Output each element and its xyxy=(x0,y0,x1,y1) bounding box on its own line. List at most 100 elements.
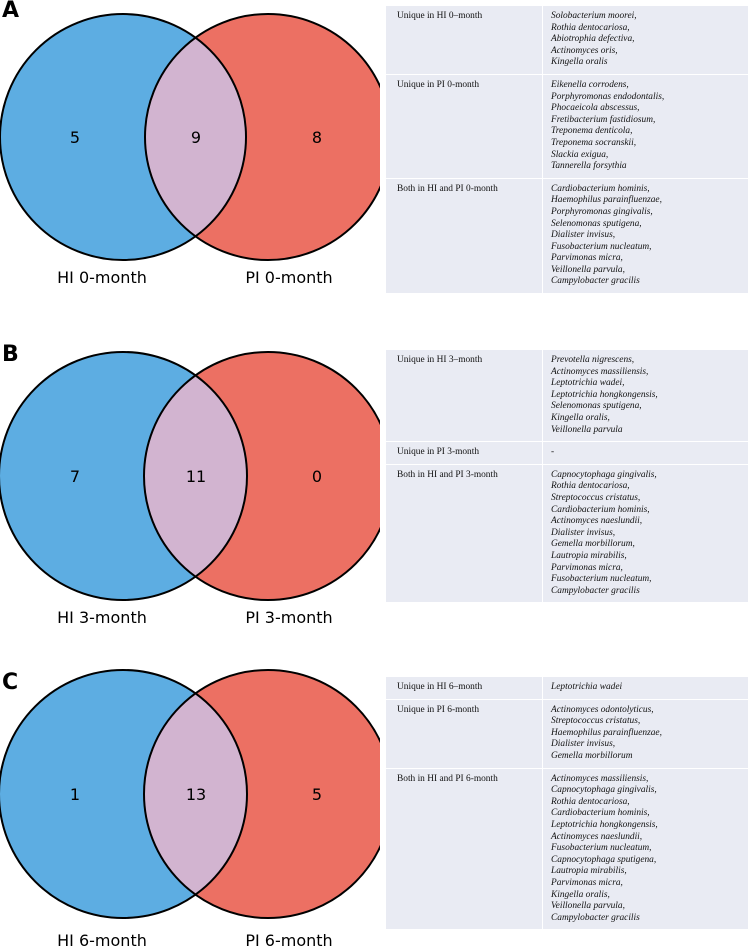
row-species: - xyxy=(542,441,748,465)
row-category: Unique in HI 0–month xyxy=(386,6,543,75)
overlap-region xyxy=(144,352,247,600)
row-species: Solobacterium moorei, Rothia dentocariosa… xyxy=(542,6,748,75)
species-name: Campylobacter gracilis xyxy=(551,276,640,287)
species-name: Prevotella nigrescens, xyxy=(551,355,635,365)
species-name: Capnocytophaga gingivalis, xyxy=(551,469,657,480)
table-row: Both in HI and PI 0-month Cardiobacteriu… xyxy=(386,178,748,294)
row-species: Leptotrichia wadei xyxy=(542,677,748,700)
row-category: Unique in PI 3-month xyxy=(386,441,543,465)
panel-letter: A xyxy=(2,0,20,23)
species-name: Actinomyces naeslundii, xyxy=(551,516,643,527)
venn-diagram: 7 11 0 HI 3-month PI 3-month xyxy=(0,351,380,627)
species-name: Treponema denticola, xyxy=(551,126,633,137)
species-name: Actinomyces oris, xyxy=(551,45,618,56)
right-only-count: 5 xyxy=(312,785,322,804)
overlap-region xyxy=(145,14,246,260)
species-name: Treponema socranskii, xyxy=(551,137,637,148)
overlap-count: 9 xyxy=(191,128,201,147)
species-name: Cardiobacterium hominis, xyxy=(551,504,650,515)
species-table: Unique in HI 0–month Solobacterium moore… xyxy=(386,6,748,294)
species-name: Veillonella parvula xyxy=(551,424,623,435)
species-name: Gemella morbillorum, xyxy=(551,539,635,550)
species-name: Kingella oralis, xyxy=(551,889,610,900)
species-name: Solobacterium moorei, xyxy=(551,11,637,21)
species-name: Veillonella parvula, xyxy=(551,264,625,275)
species-name: Rothia dentocariosa, xyxy=(551,22,630,33)
table-row: Unique in HI 3–month Prevotella nigresce… xyxy=(386,350,748,442)
species-name: Kingella oralis, xyxy=(551,412,610,423)
species-table: Unique in HI 6–month Leptotrichia wadei … xyxy=(386,677,748,930)
left-set-label: HI 3-month xyxy=(57,608,147,627)
species-name: Parvimonas micra, xyxy=(551,877,623,888)
panel-letter: B xyxy=(2,342,19,367)
table-row: Unique in HI 0–month Solobacterium moore… xyxy=(386,6,748,75)
panel-letter: C xyxy=(2,670,19,695)
species-name: Selenomonas sputigena, xyxy=(551,218,642,229)
left-only-count: 5 xyxy=(70,128,80,147)
species-name: Phocaeicola abscessus, xyxy=(551,103,640,114)
panel-a: A 5 9 8 HI 0-month PI 0-month Unique in … xyxy=(0,0,750,330)
species-name: Dialister invisus, xyxy=(551,230,616,241)
species-name: Kingella oralis xyxy=(551,57,608,68)
species-name: Haemophilus parainfluenzae, xyxy=(551,727,662,738)
row-species: Actinomyces massiliensis, Capnocytophaga … xyxy=(542,768,748,930)
left-only-count: 7 xyxy=(70,467,80,486)
species-name: Capnocytophaga gingivalis, xyxy=(551,785,657,796)
species-table: Unique in HI 3–month Prevotella nigresce… xyxy=(386,350,748,603)
table-row: Both in HI and PI 6-month Actinomyces ma… xyxy=(386,768,748,930)
table-row: Unique in PI 3-month - xyxy=(386,441,748,465)
species-name: Leptotrichia wadei, xyxy=(551,378,625,389)
left-only-count: 1 xyxy=(70,785,80,804)
table-row: Unique in PI 0-month Eikenella corrodens… xyxy=(386,74,748,179)
row-species: Actinomyces odontolyticus, Streptococcus … xyxy=(542,699,748,769)
species-name: Streptococcus cristatus, xyxy=(551,716,641,727)
species-name: Campylobacter gracilis xyxy=(551,585,640,596)
row-category: Unique in PI 6-month xyxy=(386,699,543,769)
species-name: Fusobacterium nucleatum, xyxy=(551,843,652,854)
table-row: Unique in HI 6–month Leptotrichia wadei xyxy=(386,677,748,700)
species-name: Gemella morbillorum xyxy=(551,750,633,761)
row-category: Unique in HI 3–month xyxy=(386,350,543,442)
species-name: Dialister invisus, xyxy=(551,739,616,750)
species-name: Actinomyces massiliensis, xyxy=(551,773,649,784)
species-name: Parvimonas micra, xyxy=(551,562,623,573)
species-name: Actinomyces massiliensis, xyxy=(551,366,649,377)
right-set-label: PI 6-month xyxy=(245,931,332,950)
left-set-label: HI 0-month xyxy=(57,268,147,287)
species-name: Veillonella parvula, xyxy=(551,901,625,912)
table-row: Both in HI and PI 3-month Capnocytophaga… xyxy=(386,464,748,603)
row-category: Unique in PI 0-month xyxy=(386,74,543,179)
species-name: Tannerella forsythia xyxy=(551,161,627,172)
left-set-label: HI 6-month xyxy=(57,931,147,950)
species-name: Fretibacterium fastidiosum, xyxy=(551,114,656,125)
species-name: Haemophilus parainfluenzae, xyxy=(551,195,662,206)
species-name: Rothia dentocariosa, xyxy=(551,796,630,807)
species-name: Slackia exigua, xyxy=(551,149,609,160)
overlap-count: 11 xyxy=(186,467,206,486)
species-name: Dialister invisus, xyxy=(551,527,616,538)
row-category: Both in HI and PI 0-month xyxy=(386,178,543,294)
species-name: Leptotrichia hongkongensis, xyxy=(551,389,658,400)
species-name: Actinomyces odontolyticus, xyxy=(551,704,654,715)
row-species: Capnocytophaga gingivalis, Rothia dentoca… xyxy=(542,464,748,603)
right-set-label: PI 0-month xyxy=(245,268,332,287)
row-species: Cardiobacterium hominis, Haemophilus para… xyxy=(542,178,748,294)
row-category: Both in HI and PI 3-month xyxy=(386,464,543,603)
venn-diagram: 5 9 8 HI 0-month PI 0-month xyxy=(0,13,380,287)
overlap-count: 13 xyxy=(186,785,206,804)
species-name: Lautropia mirabilis, xyxy=(551,866,627,877)
species-name: Actinomyces naeslundii, xyxy=(551,831,643,842)
species-name: Eikenella corrodens, xyxy=(551,79,629,90)
species-name: Porphyromonas endodontalis, xyxy=(551,91,665,102)
table-row: Unique in PI 6-month Actinomyces odontol… xyxy=(386,699,748,769)
panel-c: C 1 13 5 HI 6-month PI 6-month Unique in… xyxy=(0,658,750,950)
species-name: Abiotrophia defectiva, xyxy=(551,34,635,45)
right-set-label: PI 3-month xyxy=(245,608,332,627)
right-only-count: 0 xyxy=(312,467,322,486)
right-only-count: 8 xyxy=(312,128,322,147)
row-category: Both in HI and PI 6-month xyxy=(386,768,543,930)
species-name: Lautropia mirabilis, xyxy=(551,550,627,561)
species-name: Fusobacterium nucleatum, xyxy=(551,241,652,252)
species-name: Parvimonas micra, xyxy=(551,253,623,264)
species-name: Capnocytophaga sputigena, xyxy=(551,854,657,865)
